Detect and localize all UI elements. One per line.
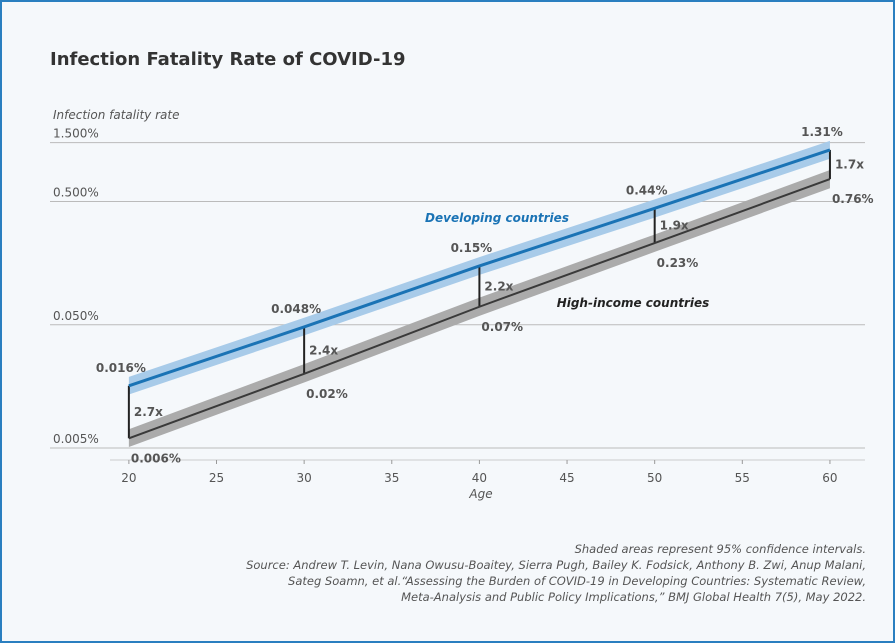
y-axis-title: Infection fatality rate	[53, 108, 179, 122]
y-tick-label: 0.500%	[53, 185, 99, 199]
data-label: 0.76%	[832, 192, 874, 206]
series-line	[128, 178, 831, 440]
series-label: High-income countries	[557, 296, 710, 310]
y-tick-label: 0.050%	[53, 309, 99, 323]
x-tick-label: 55	[735, 471, 750, 485]
series-line	[128, 148, 831, 388]
note: Source: Andrew T. Levin, Nana Owusu-Boai…	[246, 558, 866, 572]
data-label: 0.07%	[481, 320, 523, 334]
data-label: 0.016%	[96, 361, 146, 375]
data-label: 0.23%	[657, 256, 699, 270]
x-tick-label: 50	[647, 471, 662, 485]
x-tick-label: 25	[209, 471, 224, 485]
ratio-label: 1.7x	[835, 157, 864, 171]
x-axis-title: Age	[468, 487, 492, 501]
ratio-label: 2.4x	[309, 343, 338, 357]
x-tick-label: 30	[296, 471, 311, 485]
data-label: 0.44%	[626, 183, 668, 197]
ratio-label: 1.9x	[660, 219, 689, 233]
note: Shaded areas represent 95% confidence in…	[575, 542, 866, 556]
x-tick-label: 45	[559, 471, 574, 485]
x-tick-label: 35	[384, 471, 399, 485]
data-label: 0.15%	[451, 241, 493, 255]
data-label: 1.31%	[801, 125, 843, 139]
y-tick-label: 1.500%	[53, 127, 99, 141]
series-label: Developing countries	[425, 211, 569, 225]
x-tick-label: 40	[472, 471, 487, 485]
data-label: 0.048%	[271, 302, 321, 316]
note: Meta-Analysis and Public Policy Implicat…	[401, 590, 866, 604]
x-tick-label: 60	[822, 471, 837, 485]
chart-title: Infection Fatality Rate of COVID-19	[50, 49, 406, 70]
x-tick-label: 20	[121, 471, 136, 485]
ratio-label: 2.7x	[134, 405, 163, 419]
note: Sateg Soamn, et al.“Assessing the Burden…	[288, 574, 866, 588]
data-label: 0.02%	[306, 387, 348, 401]
data-label: 0.006%	[131, 451, 181, 465]
y-tick-label: 0.005%	[53, 432, 99, 446]
ratio-label: 2.2x	[484, 279, 513, 293]
